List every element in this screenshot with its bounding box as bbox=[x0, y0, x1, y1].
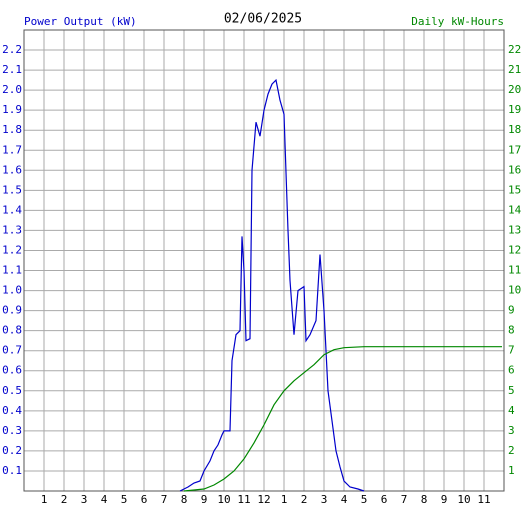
chart-title: 02/06/2025 bbox=[224, 12, 302, 27]
y-tick-label: 0.4 bbox=[2, 404, 22, 417]
y2-tick-label: 8 bbox=[508, 324, 515, 337]
x-tick-label: 8 bbox=[181, 493, 188, 506]
x-tick-label: 9 bbox=[441, 493, 448, 506]
x-tick-label: 5 bbox=[361, 493, 368, 506]
y-tick-label: 0.6 bbox=[2, 364, 22, 377]
x-tick-label: 2 bbox=[61, 493, 68, 506]
y-tick-label: 0.3 bbox=[2, 424, 22, 437]
x-tick-label: 2 bbox=[301, 493, 308, 506]
y2-tick-label: 1 bbox=[508, 464, 515, 477]
y2-tick-label: 17 bbox=[508, 143, 521, 156]
y-tick-label: 1.9 bbox=[2, 103, 22, 116]
x-tick-label: 8 bbox=[421, 493, 428, 506]
y-tick-label: 1.8 bbox=[2, 123, 22, 136]
y2-tick-label: 3 bbox=[508, 424, 515, 437]
y-tick-label: 0.5 bbox=[2, 384, 22, 397]
series-line bbox=[183, 346, 502, 492]
x-tick-label: 3 bbox=[321, 493, 328, 506]
y-tick-label: 1.4 bbox=[2, 203, 22, 216]
y2-tick-label: 12 bbox=[508, 243, 521, 256]
y-tick-label: 0.1 bbox=[2, 464, 22, 477]
y-tick-label: 2.0 bbox=[2, 83, 22, 96]
y-tick-label: 1.2 bbox=[2, 243, 22, 256]
y2-tick-label: 20 bbox=[508, 83, 521, 96]
y-tick-label: 0.2 bbox=[2, 444, 22, 457]
y-axis-label: Power Output (kW) bbox=[24, 15, 137, 28]
x-tick-label: 10 bbox=[217, 493, 230, 506]
x-tick-label: 6 bbox=[141, 493, 148, 506]
x-tick-label: 9 bbox=[201, 493, 208, 506]
series-line bbox=[179, 78, 365, 492]
x-tick-label: 11 bbox=[237, 493, 250, 506]
x-tick-label: 1 bbox=[281, 493, 288, 506]
y-tick-label: 0.7 bbox=[2, 344, 22, 357]
y-tick-label: 0.8 bbox=[2, 324, 22, 337]
y2-tick-label: 9 bbox=[508, 304, 515, 317]
y-tick-label: 2.1 bbox=[2, 63, 22, 76]
y-tick-label: 1.6 bbox=[2, 163, 22, 176]
y2-tick-label: 14 bbox=[508, 203, 522, 216]
y2-tick-label: 4 bbox=[508, 404, 515, 417]
y2-tick-label: 10 bbox=[508, 284, 521, 297]
y2-tick-label: 11 bbox=[508, 264, 521, 277]
x-tick-label: 7 bbox=[401, 493, 408, 506]
y-tick-label: 1.0 bbox=[2, 284, 22, 297]
y2-tick-label: 5 bbox=[508, 384, 515, 397]
y2-tick-label: 6 bbox=[508, 364, 515, 377]
plot-frame bbox=[23, 29, 505, 492]
y-tick-label: 1.3 bbox=[2, 223, 22, 236]
x-tick-label: 7 bbox=[161, 493, 168, 506]
y2-tick-label: 7 bbox=[508, 344, 515, 357]
y-tick-label: 2.2 bbox=[2, 43, 22, 56]
x-tick-label: 10 bbox=[457, 493, 470, 506]
y2-tick-label: 22 bbox=[508, 43, 521, 56]
y2-tick-label: 16 bbox=[508, 163, 521, 176]
y2-tick-label: 13 bbox=[508, 223, 521, 236]
y2-tick-label: 15 bbox=[508, 183, 521, 196]
y-tick-label: 1.1 bbox=[2, 264, 22, 277]
y-tick-label: 1.7 bbox=[2, 143, 22, 156]
y-tick-label: 1.5 bbox=[2, 183, 22, 196]
x-tick-label: 5 bbox=[121, 493, 128, 506]
y2-tick-label: 21 bbox=[508, 63, 521, 76]
x-tick-label: 4 bbox=[101, 493, 108, 506]
x-tick-label: 12 bbox=[257, 493, 270, 506]
y-tick-label: 0.9 bbox=[2, 304, 22, 317]
x-tick-label: 6 bbox=[381, 493, 388, 506]
y2-axis-label: Daily kW-Hours bbox=[411, 15, 504, 28]
x-tick-label: 11 bbox=[477, 493, 490, 506]
y2-tick-label: 18 bbox=[508, 123, 521, 136]
x-tick-label: 4 bbox=[341, 493, 348, 506]
x-tick-label: 3 bbox=[81, 493, 88, 506]
x-tick-label: 1 bbox=[41, 493, 48, 506]
y2-tick-label: 19 bbox=[508, 103, 521, 116]
y2-tick-label: 2 bbox=[508, 444, 515, 457]
